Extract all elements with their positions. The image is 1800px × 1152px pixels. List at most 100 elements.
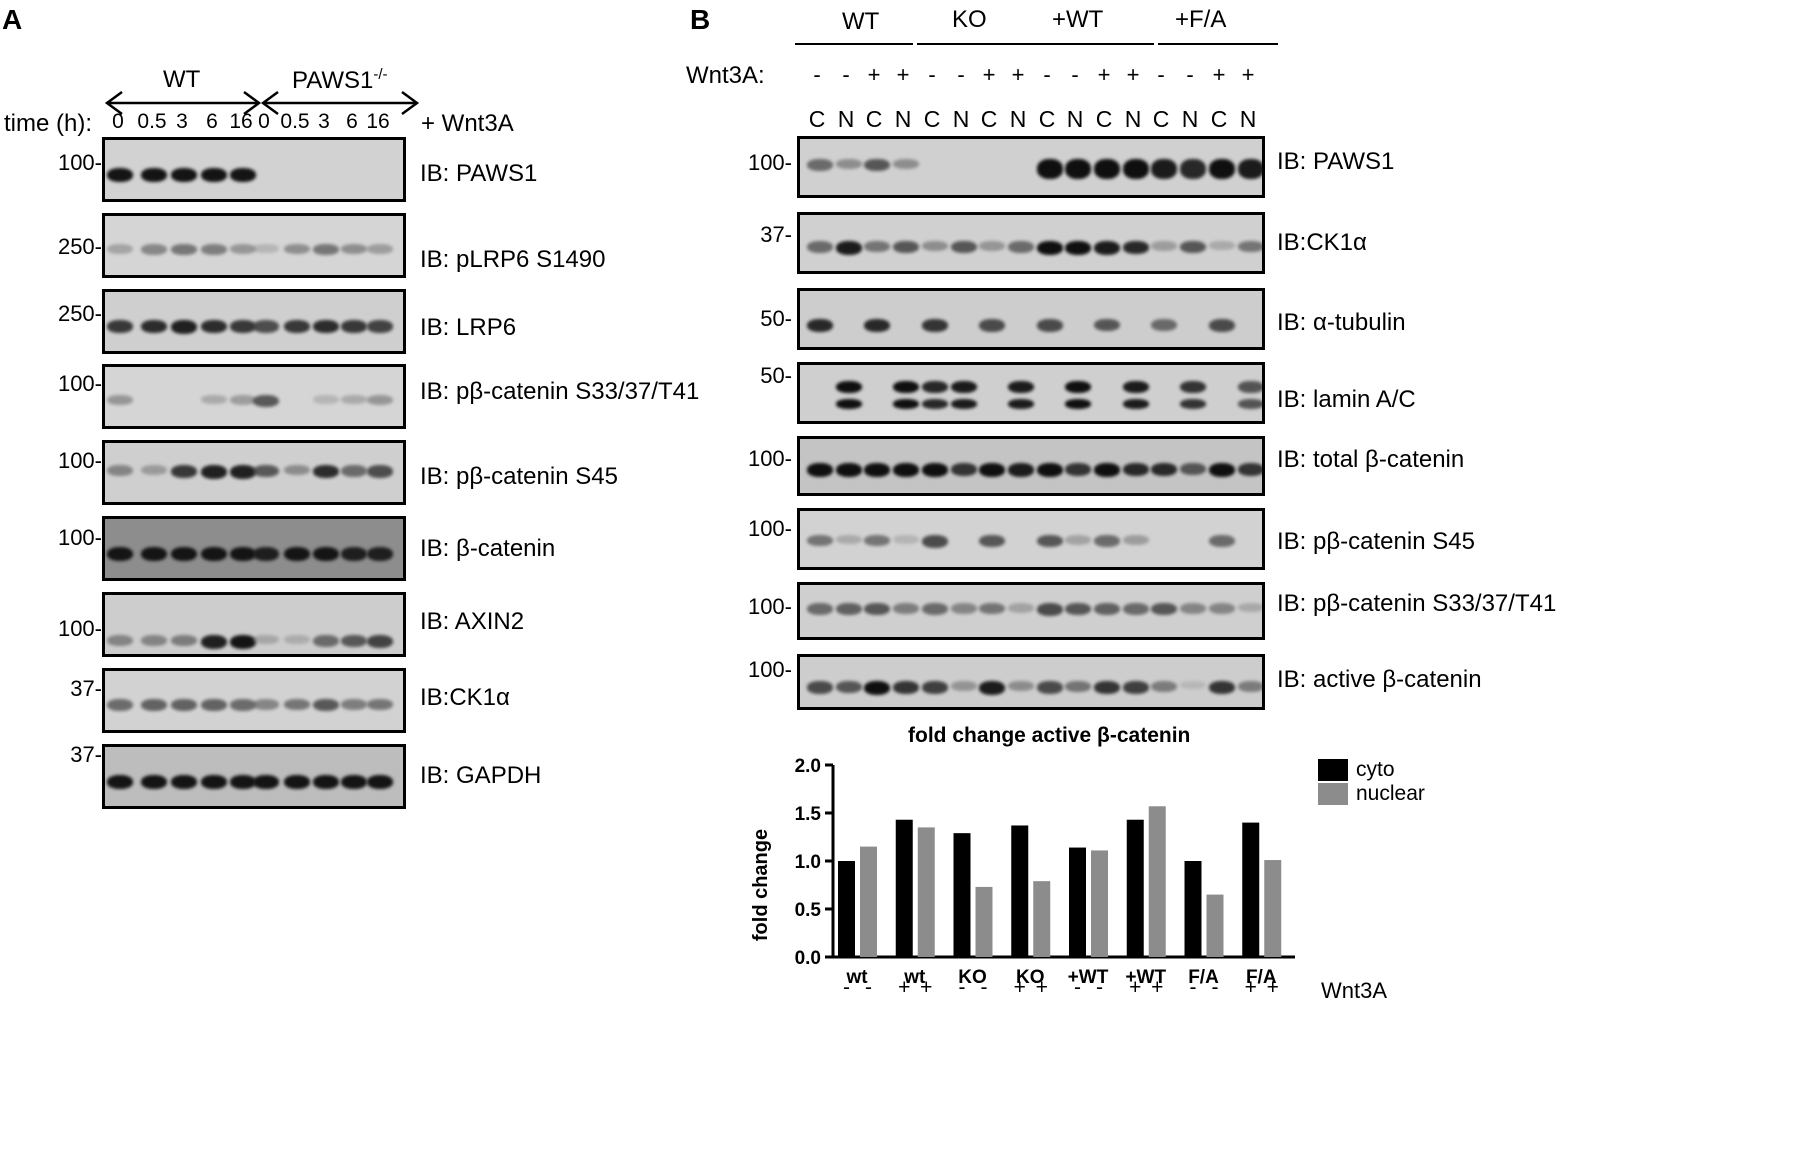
band — [864, 159, 890, 171]
fraction-label: C — [808, 106, 826, 132]
band — [253, 465, 279, 477]
band — [1008, 381, 1034, 393]
band — [1123, 159, 1149, 179]
band — [1037, 241, 1063, 255]
band — [836, 159, 862, 169]
band — [1037, 603, 1063, 616]
band — [864, 319, 890, 332]
band — [367, 465, 393, 478]
band — [1065, 535, 1091, 545]
band — [1065, 603, 1091, 615]
band — [201, 547, 227, 561]
y-tick-label: 0.0 — [795, 948, 821, 969]
band — [367, 635, 393, 648]
chart-title: fold change active β-catenin — [908, 724, 1191, 747]
chart-wnt-sign: - — [1096, 976, 1103, 999]
wnt-sign: - — [1043, 62, 1051, 87]
band — [1238, 159, 1262, 179]
band — [1151, 159, 1177, 179]
band — [107, 699, 133, 711]
panel-b-group-fa: +F/A — [1175, 6, 1227, 33]
blot-image — [797, 654, 1265, 710]
band — [1151, 241, 1177, 251]
panel-b-group-plus-wt: +WT — [1052, 6, 1104, 33]
band — [893, 603, 919, 614]
blot-label: IB: lamin A/C — [1277, 386, 1416, 413]
panel-a-group-wt: WT — [163, 66, 201, 93]
mw-marker: 37- — [70, 742, 102, 767]
panel-a-letter: A — [2, 4, 23, 35]
band — [141, 699, 167, 711]
fraction-label: N — [1181, 106, 1199, 132]
band — [1037, 463, 1063, 477]
band — [951, 603, 977, 614]
band — [230, 320, 256, 333]
band — [1123, 381, 1149, 393]
band — [341, 244, 367, 254]
band — [893, 463, 919, 477]
band — [313, 244, 339, 255]
wnt-sign: - — [1186, 62, 1194, 87]
band — [807, 603, 833, 615]
band — [367, 244, 393, 254]
band — [141, 244, 167, 255]
band — [1094, 463, 1120, 477]
band — [171, 244, 197, 255]
band — [107, 465, 133, 476]
mw-marker: 50- — [760, 306, 792, 331]
band — [864, 535, 890, 546]
bar-cyto — [838, 861, 855, 957]
mw-marker: 100- — [57, 616, 102, 641]
band — [922, 241, 948, 251]
band — [1180, 399, 1206, 409]
band — [807, 319, 833, 332]
band — [922, 381, 948, 393]
band — [313, 395, 339, 404]
blot-label: IB: LRP6 — [420, 314, 517, 341]
band — [951, 381, 977, 393]
fraction-label: C — [1210, 106, 1228, 132]
band — [807, 241, 833, 253]
panel-a-group-paws1: PAWS1-/- — [292, 66, 388, 95]
wnt-sign: + — [1126, 62, 1140, 87]
fraction-label: N — [1009, 106, 1027, 132]
mw-marker: 100- — [747, 594, 792, 619]
wnt-sign: + — [867, 62, 881, 87]
bar-cyto — [953, 833, 971, 957]
panel-b-group-ko: KO — [952, 6, 987, 33]
mw-marker: 250- — [57, 301, 102, 326]
band — [864, 463, 890, 477]
band — [313, 465, 339, 478]
chart-wnt-sign: - — [865, 976, 872, 999]
band — [253, 775, 279, 789]
blot-label: IB: GAPDH — [420, 762, 542, 789]
time-label-item: 0 — [258, 110, 270, 133]
chart-wnt-label: Wnt3A — [1321, 978, 1388, 1003]
blot-label: IB: α-tubulin — [1277, 309, 1406, 336]
chart-wnt-sign: + — [1244, 976, 1257, 999]
band — [107, 547, 133, 561]
mw-marker: 100- — [57, 371, 102, 396]
band — [979, 681, 1005, 695]
x-category-label: F/A — [1188, 967, 1219, 988]
band — [107, 168, 133, 182]
band — [284, 547, 310, 561]
chart-legend: cyto nuclear — [1318, 758, 1425, 806]
band — [201, 775, 227, 789]
wnt-sign: + — [1011, 62, 1025, 87]
band — [230, 547, 256, 561]
wnt-sign: - — [1071, 62, 1079, 87]
chart-wnt-sign: - — [1211, 976, 1219, 999]
band — [1008, 399, 1034, 409]
band — [201, 244, 227, 255]
band — [1180, 241, 1206, 253]
blot-image — [102, 364, 406, 429]
band — [922, 319, 948, 332]
band — [1037, 681, 1063, 694]
time-label-item: 0.5 — [280, 110, 310, 133]
time-label-item: 6 — [346, 110, 358, 133]
blot-image — [102, 440, 406, 505]
band — [836, 381, 862, 393]
band — [1209, 319, 1235, 332]
x-category-label: KO — [1016, 967, 1045, 988]
